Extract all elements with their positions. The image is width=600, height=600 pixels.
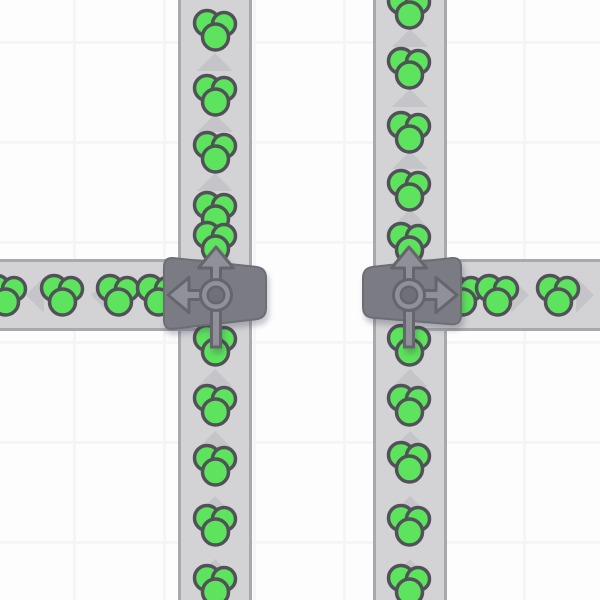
input-pipe-icon: [403, 305, 415, 349]
hub-ring-icon: [392, 278, 426, 312]
belt-arrow-icon: [392, 369, 428, 387]
item-green-cluster: [386, 440, 432, 484]
item-green-cluster: [386, 46, 432, 90]
input-pipe-icon: [210, 305, 222, 349]
items-layer: [0, 0, 581, 600]
item-green-cluster: [474, 273, 520, 317]
item-green-cluster: [192, 563, 238, 600]
item-green-cluster: [95, 273, 141, 317]
belt-arrow-icon: [197, 114, 233, 132]
belt-arrow-icon: [197, 369, 233, 387]
item-green-cluster: [192, 503, 238, 547]
belt-arrow-icon: [576, 277, 594, 313]
item-green-cluster: [386, 563, 432, 600]
splitter-left[interactable]: [163, 245, 267, 349]
item-green-cluster: [386, 383, 432, 427]
belt-arrow-icon: [197, 173, 233, 191]
item-green-cluster: [386, 168, 432, 212]
item-green-cluster: [535, 273, 581, 317]
belt-arrow-icon: [392, 89, 428, 107]
item-green-cluster: [192, 73, 238, 117]
item-green-cluster: [39, 273, 85, 317]
belt-arrow-icon: [392, 151, 428, 169]
belt-arrow-icon: [26, 277, 44, 313]
item-green-cluster: [192, 383, 238, 427]
item-green-cluster: [0, 274, 28, 317]
belt-arrow-icon: [197, 53, 233, 71]
item-green-cluster: [192, 8, 238, 52]
item-green-cluster: [386, 110, 432, 154]
item-green-cluster: [386, 0, 432, 30]
item-green-cluster: [192, 443, 238, 487]
item-green-cluster: [192, 130, 238, 174]
item-green-cluster: [386, 503, 432, 547]
belt-arrow-icon: [392, 29, 428, 47]
hub-ring-icon: [199, 278, 233, 312]
splitter-right[interactable]: [362, 245, 462, 349]
